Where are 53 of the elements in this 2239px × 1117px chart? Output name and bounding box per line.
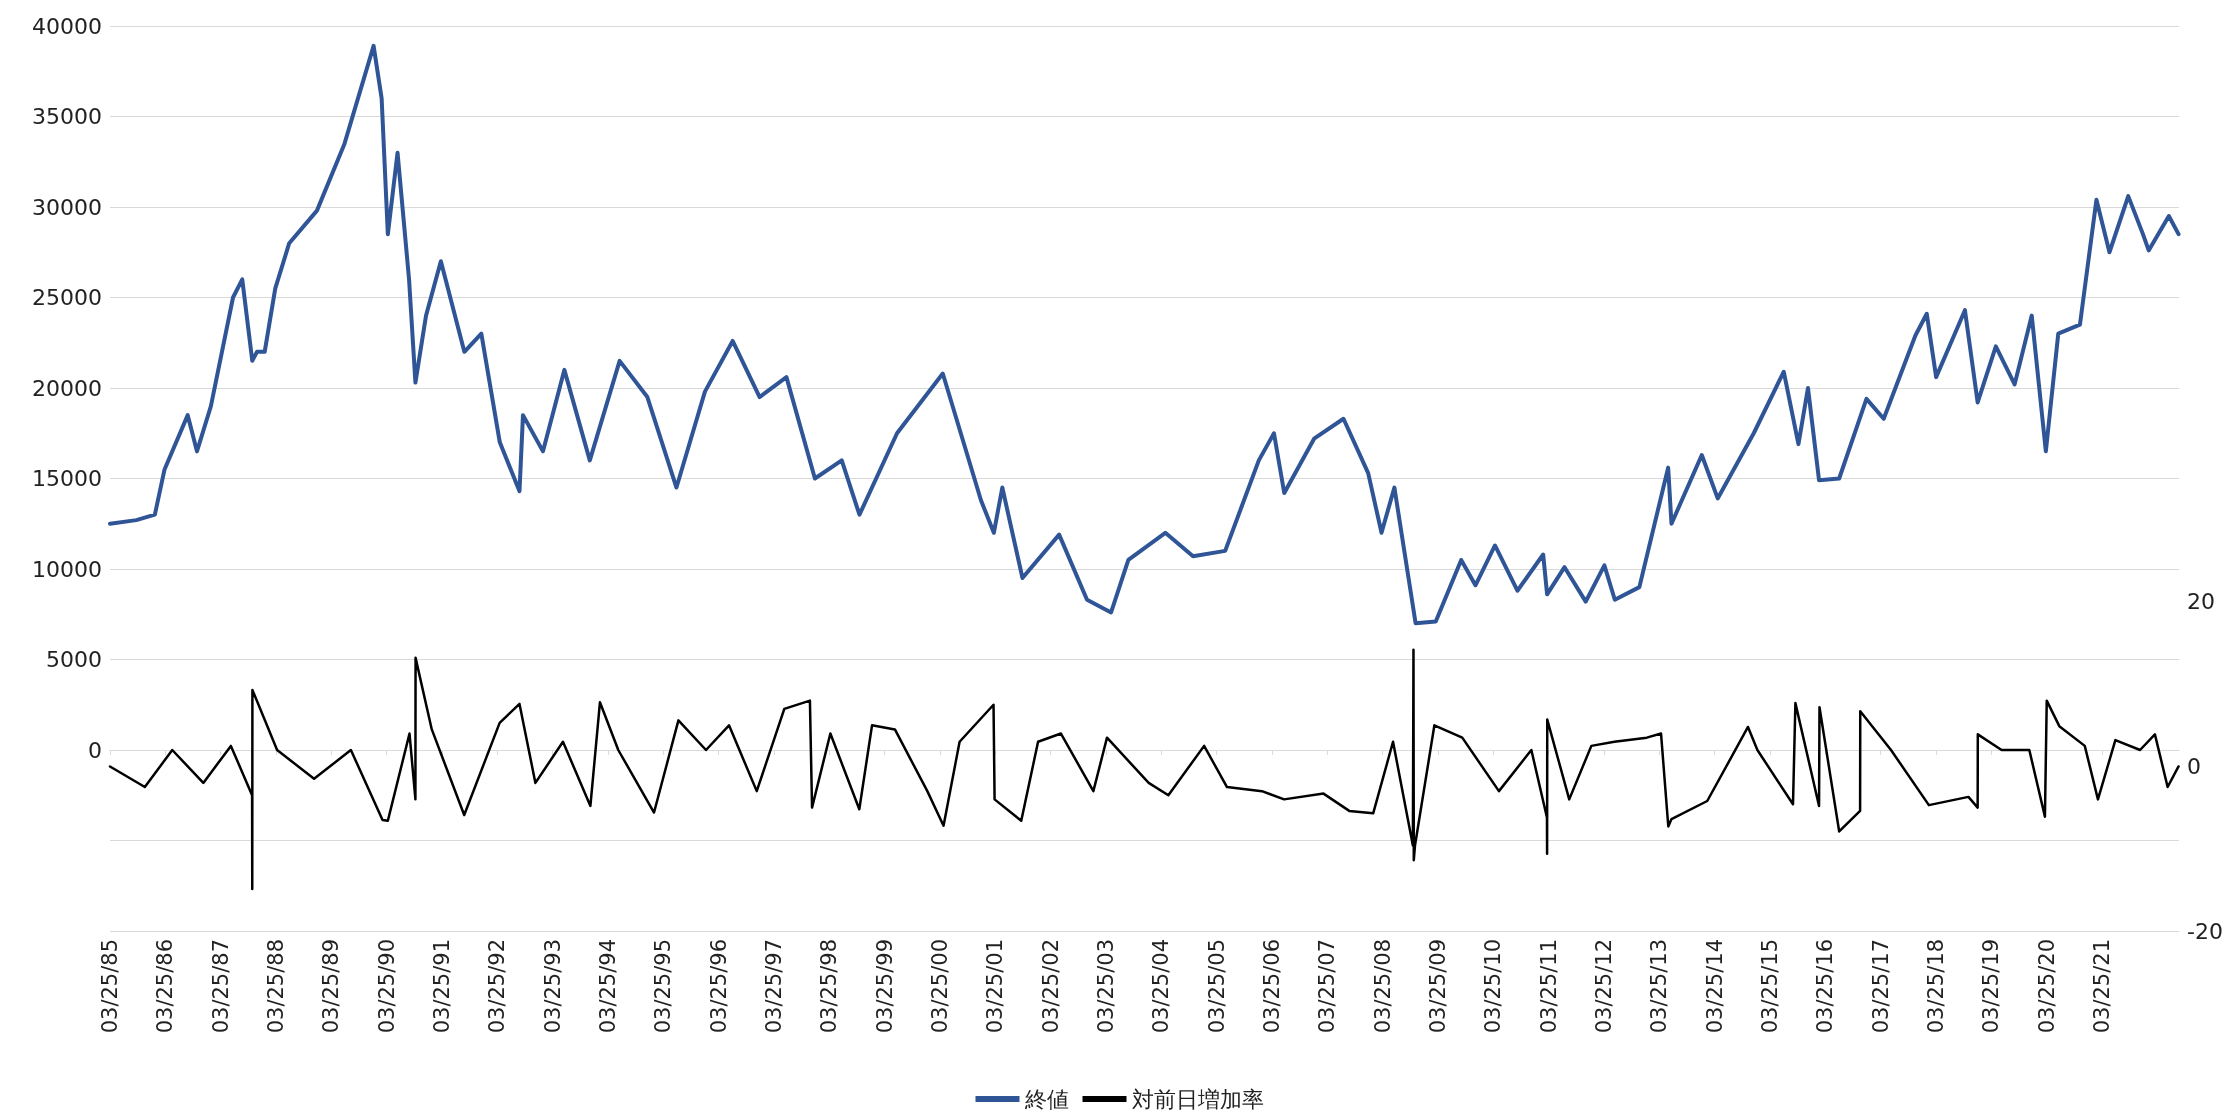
x-tick-label: 03/25/04: [1149, 939, 1174, 1034]
x-tick-label: 03/25/93: [540, 939, 565, 1034]
x-tick-label: 03/25/90: [374, 939, 399, 1034]
line-series: [108, 43, 2181, 626]
x-tick-label: 03/25/06: [1259, 939, 1284, 1034]
x-tick-label: 03/25/99: [872, 939, 897, 1034]
legend-label: 終値: [1023, 1086, 1069, 1112]
y-tick-label: 5000: [46, 647, 102, 672]
x-tick-label: 03/25/87: [208, 939, 233, 1034]
x-tick-label: 03/25/85: [98, 939, 122, 1034]
x-tick-label: 03/25/20: [2034, 939, 2059, 1034]
y-tick-label: 15000: [32, 466, 102, 491]
y-tick-label: 10000: [32, 556, 102, 582]
x-tick-label: 03/25/14: [1702, 939, 1727, 1034]
x-tick-label: 03/25/98: [817, 939, 842, 1034]
x-tick-label: 03/25/18: [1924, 939, 1948, 1034]
x-tick-label: 03/25/07: [1315, 939, 1340, 1034]
y2-tick-label: 0: [2187, 753, 2201, 779]
x-tick-label: 03/25/01: [983, 939, 1008, 1034]
x-tick-label: 03/25/86: [153, 939, 178, 1034]
x-tick-label: 03/25/10: [1481, 939, 1506, 1034]
y2-tick-label: 20: [2187, 589, 2215, 615]
x-tick-label: 03/25/19: [1979, 939, 2004, 1034]
x-tick-label: 03/25/00: [928, 939, 953, 1034]
x-tick-label: 03/25/92: [485, 939, 510, 1034]
x-tick-label: 03/25/96: [706, 939, 731, 1034]
x-tick-label: 03/25/21: [2090, 939, 2115, 1034]
x-tick-label: 03/25/97: [762, 939, 787, 1034]
x-tick-label: 03/25/02: [1038, 939, 1063, 1034]
x-tick-label: 03/25/08: [1370, 939, 1395, 1034]
x-tick-label: 03/25/88: [264, 939, 289, 1034]
x-tick-label: 03/25/03: [1093, 939, 1118, 1034]
x-tick-label: 03/25/89: [319, 939, 344, 1034]
y2-tick-label: -20: [2187, 918, 2223, 944]
x-tick-label: 03/25/17: [1868, 939, 1893, 1034]
x-tick-label: 03/25/16: [1813, 939, 1838, 1034]
x-tick-label: 03/25/13: [1647, 939, 1672, 1034]
y-tick-label: 0: [88, 737, 102, 763]
y-tick-label: 25000: [32, 285, 102, 310]
y-tick-label: 35000: [32, 104, 102, 129]
x-tick-label: 03/25/12: [1592, 939, 1617, 1034]
x-tick-label: 03/25/05: [1204, 939, 1229, 1034]
x-tick-label: 03/25/15: [1757, 939, 1782, 1034]
legend-label: 対前日増加率: [1131, 1086, 1264, 1112]
x-tick-label: 03/25/91: [429, 939, 454, 1034]
y-tick-label: 20000: [32, 375, 102, 401]
y-tick-label: 30000: [32, 194, 102, 220]
x-tick-label: 03/25/11: [1536, 939, 1561, 1034]
y-tick-label: 40000: [32, 13, 102, 39]
x-tick-label: 03/25/95: [651, 939, 676, 1034]
x-tick-label: 03/25/94: [595, 939, 620, 1034]
x-tick-label: 03/25/09: [1426, 939, 1451, 1034]
line-series: [108, 648, 2180, 891]
